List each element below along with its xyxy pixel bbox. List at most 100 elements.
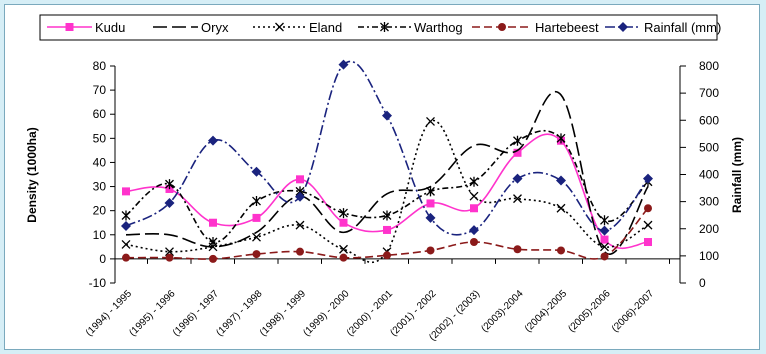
legend-label-rainfall-mm: Rainfall (mm) xyxy=(644,20,721,35)
chart-frame xyxy=(4,4,760,350)
point-kudu xyxy=(644,238,652,247)
point-warthog xyxy=(208,237,218,248)
y-tick-label: 70 xyxy=(93,83,107,97)
y-tick-label: 30 xyxy=(93,180,107,194)
point-eland xyxy=(513,194,522,204)
legend-marker-hartebeest xyxy=(498,23,506,31)
point-rainfall-mm xyxy=(556,175,566,186)
point-hartebeest xyxy=(209,254,217,263)
legend: Kudu Oryx Eland Warthog Hartebeest Rainfall (… xyxy=(39,14,721,41)
point-rainfall-mm xyxy=(121,221,131,232)
series-eland xyxy=(121,116,653,264)
point-rainfall-mm xyxy=(469,225,479,236)
legend-label-warthog: Warthog xyxy=(414,20,463,35)
y2-axis-title: Rainfall (mm) xyxy=(730,137,744,213)
legend-marker-kudu xyxy=(65,23,74,31)
point-rainfall-mm xyxy=(295,191,305,202)
point-rainfall-mm xyxy=(382,110,392,121)
point-hartebeest xyxy=(513,245,522,254)
point-rainfall-mm xyxy=(425,212,436,223)
y-tick-label: 0 xyxy=(99,252,106,266)
point-warthog xyxy=(339,208,348,219)
legend-label-oryx: Oryx xyxy=(201,20,229,35)
point-hartebeest xyxy=(426,246,435,255)
point-hartebeest xyxy=(339,253,348,262)
series-line-eland xyxy=(125,119,649,264)
point-rainfall-mm xyxy=(643,173,653,184)
point-kudu xyxy=(426,199,435,208)
point-rainfall-mm xyxy=(208,135,218,146)
point-eland xyxy=(339,244,348,254)
y2-tick-label: 100 xyxy=(699,249,719,263)
y2-tick-label: 200 xyxy=(699,222,719,236)
point-warthog xyxy=(469,176,479,187)
legend-label-eland: Eland xyxy=(309,20,342,35)
y2-tick-label: 400 xyxy=(699,168,719,182)
legend-label-kudu: Kudu xyxy=(95,20,125,35)
point-kudu xyxy=(513,148,522,157)
point-rainfall-mm xyxy=(251,166,262,177)
point-warthog xyxy=(252,196,261,207)
point-kudu xyxy=(383,225,391,234)
point-hartebeest xyxy=(122,253,130,262)
y-tick-label: 50 xyxy=(93,131,107,145)
y2-tick-label: 300 xyxy=(699,195,719,209)
x-tick-label: (2005)-2006 xyxy=(566,288,613,335)
point-eland xyxy=(295,220,305,230)
legend-marker-eland xyxy=(275,22,284,32)
point-rainfall-mm xyxy=(512,173,523,184)
point-eland xyxy=(643,220,653,230)
series-line-rainfall-mm xyxy=(125,60,649,236)
point-kudu xyxy=(470,204,478,213)
point-hartebeest xyxy=(296,247,304,256)
series-kudu xyxy=(122,133,652,250)
point-kudu xyxy=(600,235,609,244)
series-hartebeest xyxy=(122,204,652,263)
series-rainfall-mm xyxy=(121,59,653,236)
point-warthog xyxy=(426,186,435,197)
point-warthog xyxy=(556,133,566,144)
y-tick-label: 40 xyxy=(93,155,107,169)
x-tick-label: (2004)-2005 xyxy=(523,288,570,335)
y-tick-label: -10 xyxy=(89,276,107,290)
x-tick-label: (2006)-2007 xyxy=(610,288,657,335)
y2-tick-label: 800 xyxy=(699,59,719,73)
point-kudu xyxy=(339,218,348,227)
point-eland xyxy=(600,242,609,252)
point-eland xyxy=(121,239,131,249)
legend-label-hartebeest: Hartebeest xyxy=(535,20,599,35)
legend-box xyxy=(39,14,718,41)
legend-marker-rainfall-mm xyxy=(618,22,628,32)
point-eland xyxy=(556,203,566,213)
point-eland xyxy=(165,247,174,257)
point-kudu xyxy=(296,175,304,184)
point-eland xyxy=(469,191,479,201)
y-tick-label: 80 xyxy=(93,59,107,73)
y-axis-title: Density (1000ha) xyxy=(25,127,39,222)
point-kudu xyxy=(252,213,261,222)
point-hartebeest xyxy=(557,246,565,255)
point-warthog xyxy=(382,210,392,221)
point-hartebeest xyxy=(644,204,652,213)
point-rainfall-mm xyxy=(164,197,175,208)
y-tick-label: 10 xyxy=(93,228,107,242)
point-warthog xyxy=(165,179,174,190)
y2-tick-label: 600 xyxy=(699,113,719,127)
y2-tick-label: 0 xyxy=(699,276,706,290)
x-tick-label: (2003)-2004 xyxy=(479,288,526,335)
point-eland xyxy=(426,116,435,126)
point-hartebeest xyxy=(600,252,609,261)
point-hartebeest xyxy=(470,238,478,247)
point-kudu xyxy=(209,218,217,227)
point-rainfall-mm xyxy=(338,59,349,70)
legend-marker-warthog xyxy=(380,22,389,32)
point-warthog xyxy=(513,135,522,146)
point-hartebeest xyxy=(252,250,261,259)
point-warthog xyxy=(600,215,609,226)
point-warthog xyxy=(121,210,131,221)
y-tick-label: 20 xyxy=(93,204,107,218)
y2-tick-label: 700 xyxy=(699,86,719,100)
point-kudu xyxy=(122,187,130,196)
y2-tick-label: 500 xyxy=(699,140,719,154)
